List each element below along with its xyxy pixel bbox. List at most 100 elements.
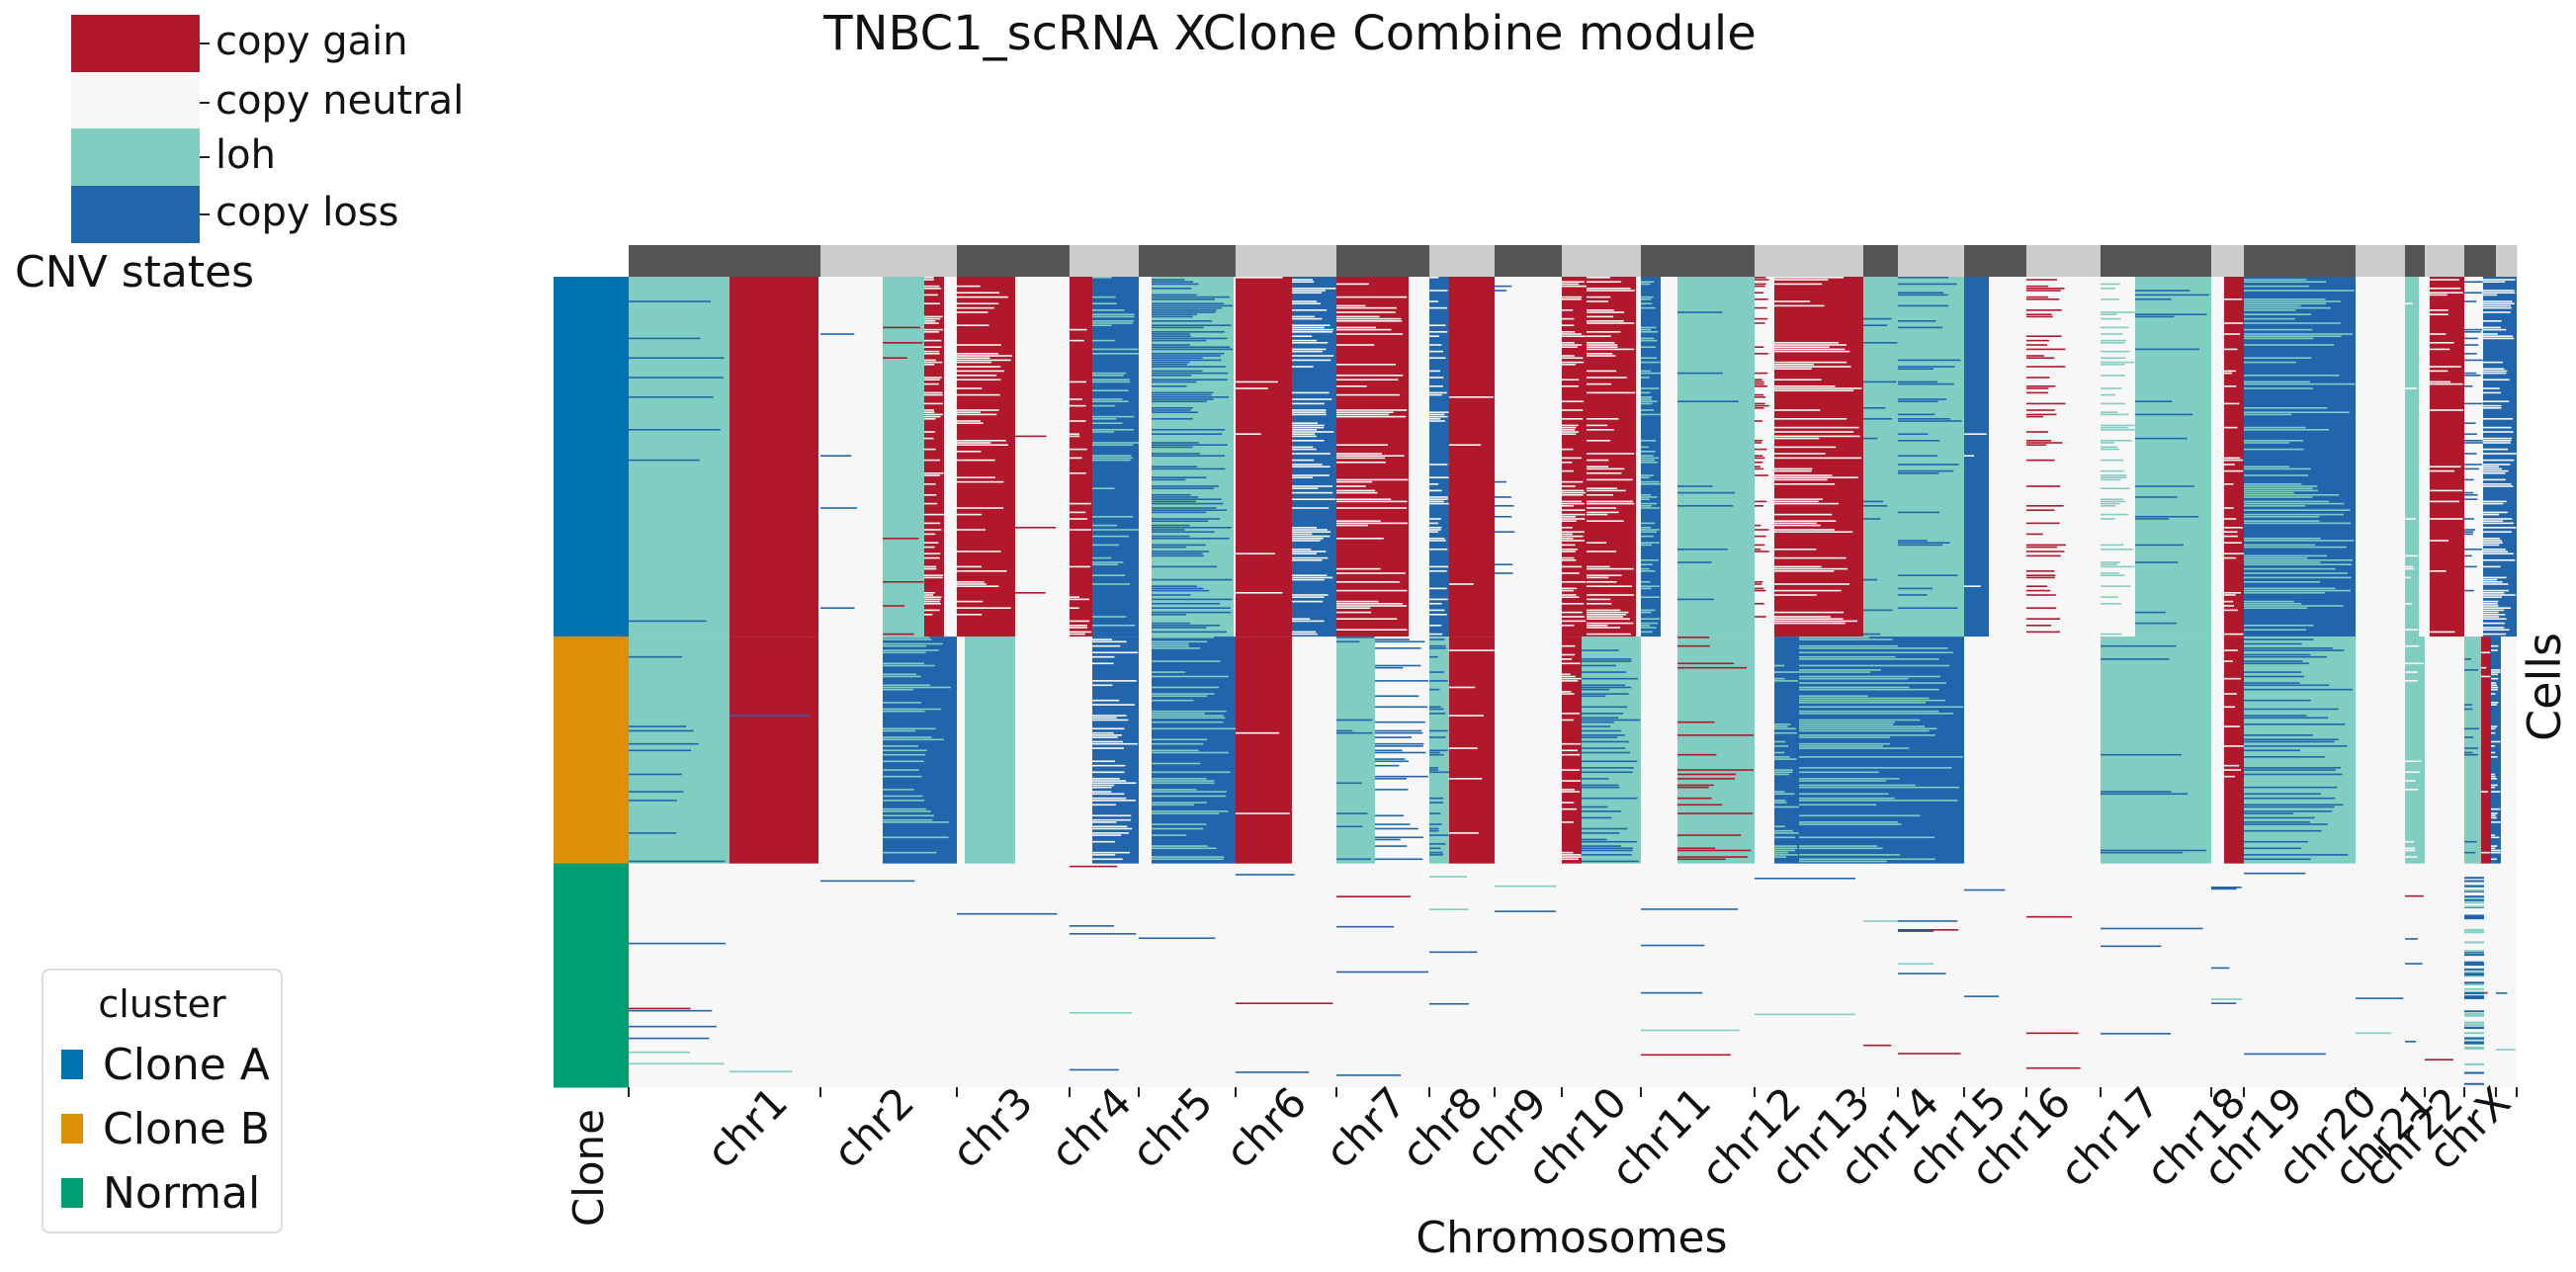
cnv-cell-row xyxy=(1774,740,1786,743)
cnv-cell-row xyxy=(1562,572,1580,574)
cnv-cell-row xyxy=(1336,538,1384,540)
cnv-cell-row xyxy=(2464,433,2477,435)
cnv-cell-row xyxy=(1774,502,1840,505)
cnv-cell-row xyxy=(1641,531,1657,533)
cnv-cell-row xyxy=(1641,296,1654,298)
cnv-cell-row xyxy=(2464,1013,2484,1016)
cnv-cell-row xyxy=(1799,736,1891,738)
cnv-cell-row xyxy=(1964,433,1987,435)
cnv-cell-row xyxy=(957,355,1013,357)
cnv-cell-row xyxy=(1774,556,1846,559)
cnv-cell-row xyxy=(1429,736,1446,738)
cnv-cell-row xyxy=(883,727,936,730)
cnv-cell-row xyxy=(2483,437,2512,440)
cnv-cell-row xyxy=(1070,420,1086,422)
cnv-cell-row xyxy=(1070,457,1082,460)
cnv-cell-row xyxy=(1152,527,1232,529)
cnv-cell-row xyxy=(1677,485,1713,487)
cnv-cell-row xyxy=(1292,339,1318,342)
cnv-cell-row xyxy=(1429,370,1441,373)
cnv-cell-row xyxy=(1774,611,1845,614)
cnv-cell-row xyxy=(2224,527,2243,529)
cnv-cell-row xyxy=(2483,320,2502,322)
cnv-cell-row xyxy=(2430,279,2459,281)
cnv-cell-row xyxy=(2483,565,2501,568)
cnv-cell-row xyxy=(1562,749,1579,752)
cnv-cell-row xyxy=(1755,382,1764,385)
cnv-cell-row xyxy=(924,339,942,342)
cnv-cell-row xyxy=(629,742,699,745)
cnv-cell-row xyxy=(924,592,935,594)
cnv-cell-row xyxy=(1562,556,1575,559)
cnv-cell-row xyxy=(1755,466,1761,467)
cnv-cell-row xyxy=(2405,671,2418,673)
cnv-cell-row xyxy=(2244,554,2327,557)
cnv-cell-row xyxy=(2101,446,2118,449)
cnv-cell-row xyxy=(2026,296,2049,298)
cnv-cell-row xyxy=(1292,288,1336,290)
cnv-cell-row xyxy=(924,603,941,605)
cnv-cell-row xyxy=(924,285,940,288)
cnv-cell-row xyxy=(1292,574,1328,576)
cnv-cell-row xyxy=(2483,549,2506,551)
cnv-cell-row xyxy=(1755,402,1765,405)
cnv-cell-row xyxy=(1562,385,1579,387)
cnv-cell-row xyxy=(957,422,984,424)
cnv-cell-row xyxy=(1336,315,1380,318)
cnv-cell-row xyxy=(1562,653,1576,656)
cnv-cell-row xyxy=(1092,778,1120,780)
cnv-cell-row xyxy=(1092,800,1136,802)
cnv-cell-row xyxy=(924,317,941,320)
cnv-cell-row xyxy=(1562,462,1573,464)
cnv-cell-row xyxy=(2101,793,2189,796)
cnv-cell-row xyxy=(1587,370,1617,373)
cnv-cell-row xyxy=(2101,502,2120,505)
cnv-cell-row xyxy=(1641,483,1661,485)
cnv-cell-row xyxy=(2026,585,2048,587)
chromosome-band xyxy=(629,245,2518,277)
cnv-cell-row xyxy=(2483,302,2515,304)
cnv-cell-row xyxy=(2430,409,2464,411)
cnv-cell-row xyxy=(1582,649,1619,651)
cnv-cell-row xyxy=(2464,931,2484,934)
cnv-cell-row xyxy=(2464,972,2484,975)
cnv-cell-row xyxy=(1641,337,1655,340)
cnv-cell-row xyxy=(957,442,991,444)
cnv-cell-row xyxy=(2244,387,2313,389)
cnv-cell-row xyxy=(2244,629,2306,631)
cnv-cell-row xyxy=(2101,572,2119,574)
cnv-cell-row xyxy=(1799,793,1889,796)
cnv-cell-row xyxy=(1236,1071,1310,1073)
cnv-cell-row xyxy=(1292,426,1325,429)
cnv-cell-row xyxy=(2483,328,2507,331)
cnv-cell-row xyxy=(924,552,941,554)
cnv-cell-row xyxy=(2101,364,2125,366)
cnv-cell-row xyxy=(1799,784,1916,787)
cnv-cell-row xyxy=(924,361,943,364)
clone-annotation-bar xyxy=(554,277,629,1088)
cnv-block xyxy=(2026,277,2066,637)
cnv-cell-row xyxy=(883,760,924,763)
cnv-cell-row xyxy=(1336,393,1401,396)
cnv-cell-row xyxy=(1582,664,1616,667)
cnv-cell-row xyxy=(2491,784,2498,787)
cnv-cell-row xyxy=(1292,507,1330,509)
cnv-cell-row xyxy=(2483,627,2505,629)
cnv-cell-row xyxy=(1641,611,1652,614)
cnv-block xyxy=(1015,277,1058,637)
cnv-cell-row xyxy=(1582,810,1622,812)
cnv-cell-row xyxy=(1152,812,1220,814)
cnv-cell-row xyxy=(1429,769,1439,771)
cnv-cell-row xyxy=(1562,500,1582,503)
cnv-cell-row xyxy=(1755,505,1763,507)
cnv-cell-row xyxy=(924,379,940,381)
cnv-cell-row xyxy=(1641,991,1703,994)
cnv-cell-row xyxy=(2224,693,2237,695)
cnv-cell-row xyxy=(1375,775,1428,778)
cnv-cell-row xyxy=(1898,400,1938,402)
cnv-cell-row xyxy=(1070,472,1086,474)
cnv-cell-row xyxy=(2464,968,2484,971)
cnv-cell-row xyxy=(1582,658,1632,660)
cnv-cell-row xyxy=(2464,478,2474,481)
cnv-cell-row xyxy=(957,324,989,326)
